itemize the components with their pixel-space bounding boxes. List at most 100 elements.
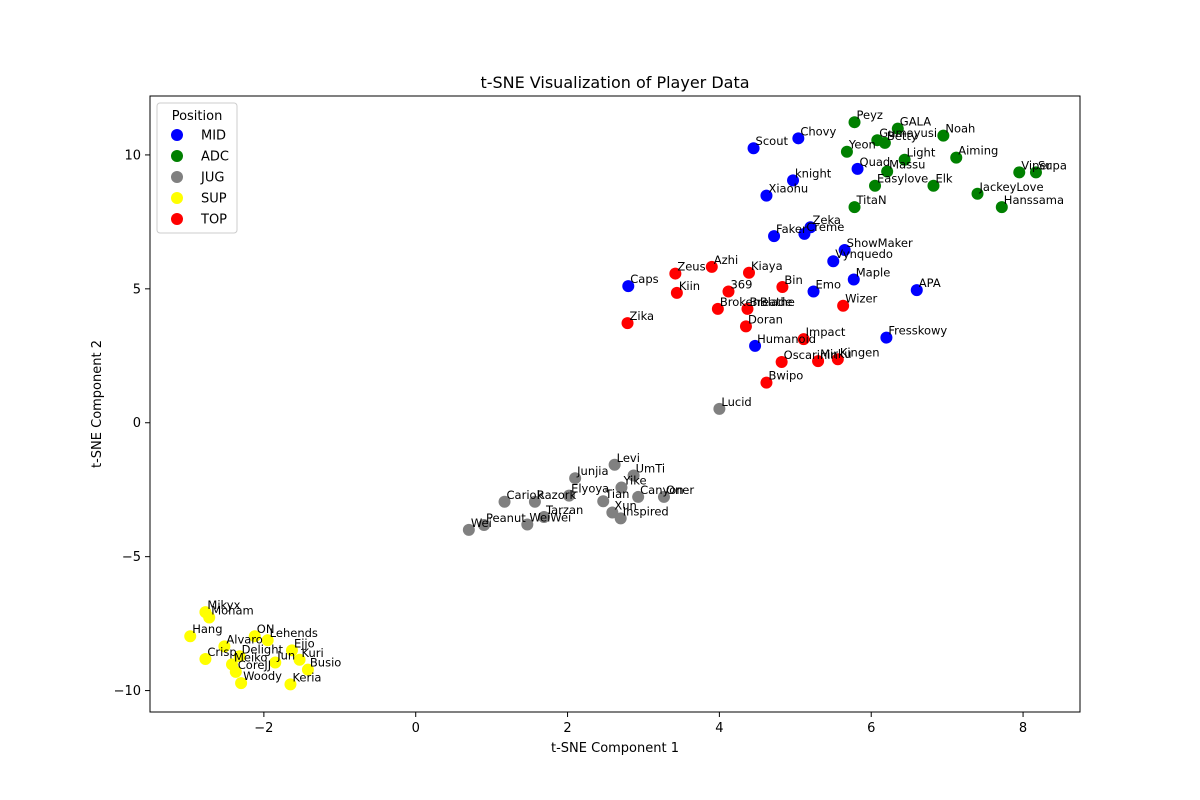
point-label-hanssama: Hanssama [1004, 193, 1064, 207]
point-label-humanoid: Humanoid [757, 332, 816, 346]
point-label-betty: Betty [887, 129, 918, 143]
point-label-noah: Noah [945, 122, 975, 136]
point-hanssama [995, 201, 1008, 214]
point-label-impact: Impact [806, 325, 846, 339]
point-label-elk: Elk [935, 172, 952, 186]
point-moham [203, 611, 216, 624]
point-label-caps: Caps [630, 272, 658, 286]
point-label-chovy: Chovy [800, 124, 836, 138]
point-label-aiming: Aiming [958, 144, 998, 158]
point-label-yike: Yike [622, 474, 646, 488]
point-betty [878, 136, 891, 149]
point-on [248, 630, 261, 643]
point-oscarinin [775, 355, 788, 368]
point-crisp [199, 652, 212, 665]
point-label-369: 369 [730, 278, 752, 292]
x-tick-label: 8 [1019, 721, 1027, 736]
point-label-woody: Woody [243, 669, 282, 683]
point-lehends [261, 634, 274, 647]
point-inspired [614, 512, 627, 525]
point-label-lehends: Lehends [270, 626, 318, 640]
point-label-alvaro: Alvaro [226, 632, 262, 646]
point-label-cariok: Cariok [507, 488, 544, 502]
point-label-viper: Viper [1021, 158, 1051, 172]
point-elk [927, 179, 940, 192]
x-axis-label: t-SNE Component 1 [551, 741, 679, 756]
point-label-showmaker: ShowMaker [847, 236, 913, 250]
point-label-emo: Emo [816, 278, 842, 292]
point-label-creme: Creme [806, 220, 844, 234]
y-tick-label: −10 [114, 684, 141, 699]
point-apa [910, 284, 923, 297]
point-label-oner: Oner [666, 483, 694, 497]
point-breathe [741, 302, 754, 315]
point-label-brokenblade: BrokenBlade [720, 295, 793, 309]
point-label-mirku: Mirku [820, 347, 851, 361]
point-impact [797, 333, 810, 346]
y-axis-label: t-SNE Component 2 [90, 340, 105, 468]
x-tick-label: 2 [563, 721, 571, 736]
point-tarzan [538, 511, 551, 524]
point-lucid [713, 402, 726, 415]
point-label-wizer: Wizer [845, 292, 877, 306]
point-easylove [869, 179, 882, 192]
point-delight [233, 650, 246, 663]
point-cariok [498, 495, 511, 508]
points-layer [184, 116, 1042, 691]
point-bin [776, 280, 789, 293]
point-label-tian: Tian [604, 487, 629, 501]
point-label-gala: GALA [900, 115, 931, 129]
point-viper [1013, 166, 1026, 179]
point-umti [627, 469, 640, 482]
legend-label-mid: MID [201, 129, 226, 144]
point-label-junjia: Junjia [576, 464, 608, 478]
point-wizer [837, 299, 850, 312]
point-label-keria: Keria [292, 670, 321, 684]
x-tick-label: 6 [867, 721, 875, 736]
point-label-zeus: Zeus [677, 260, 705, 274]
point-label-light: Light [907, 146, 936, 160]
point-knight [787, 174, 800, 187]
point-label-jackeylove: JackeyLove [979, 180, 1044, 194]
point-maple [847, 273, 860, 286]
legend-label-jug: JUG [200, 171, 224, 186]
point-aiming [950, 151, 963, 164]
point-label-moham: Moham [211, 603, 254, 617]
point-kiin [670, 286, 683, 299]
point-label-easylove: Easylove [877, 172, 928, 186]
point-label-levi: Levi [617, 451, 640, 465]
point-kiaya [742, 266, 755, 279]
point-supa [1029, 166, 1042, 179]
point-massu [881, 165, 894, 178]
point-vynquedo [827, 255, 840, 268]
point-label-kingen: Kingen [840, 345, 880, 359]
point-label-gumayusi: Gumayusi [879, 126, 937, 140]
point-corejj [229, 665, 242, 678]
point-label-jun: Jun [276, 648, 295, 662]
point-label-razork: Razork [537, 488, 577, 502]
point-weiwei [521, 518, 534, 531]
legend: Position MID ADC JUG SUP TOP [156, 102, 238, 234]
point-label-vynquedo: Vynquedo [835, 247, 893, 261]
legend-marker-sup [171, 192, 183, 204]
legend-marker-adc [171, 150, 183, 162]
point-caps [622, 280, 635, 293]
point-peanut [478, 519, 491, 532]
point-label-titan: TitaN [856, 193, 887, 207]
legend-entries: MID ADC JUG SUP TOP [171, 129, 229, 228]
point-label-fresskowy: Fresskowy [888, 324, 947, 338]
point-label-xiaohu: Xiaohu [768, 182, 808, 196]
point-wei [462, 523, 475, 536]
legend-title: Position [172, 109, 223, 124]
point-yike [615, 481, 628, 494]
point-label-kuri: Kuri [302, 646, 324, 660]
point-label-delight: Delight [242, 642, 284, 656]
point-scout [747, 142, 760, 155]
point-canyon [632, 490, 645, 503]
point-fresskowy [880, 331, 893, 344]
point-label-weiwei: WeiWei [529, 511, 571, 525]
legend-marker-jug [171, 171, 183, 183]
point-label-mikyx: Mikyx [207, 598, 240, 612]
x-tick-label: −2 [254, 721, 273, 736]
